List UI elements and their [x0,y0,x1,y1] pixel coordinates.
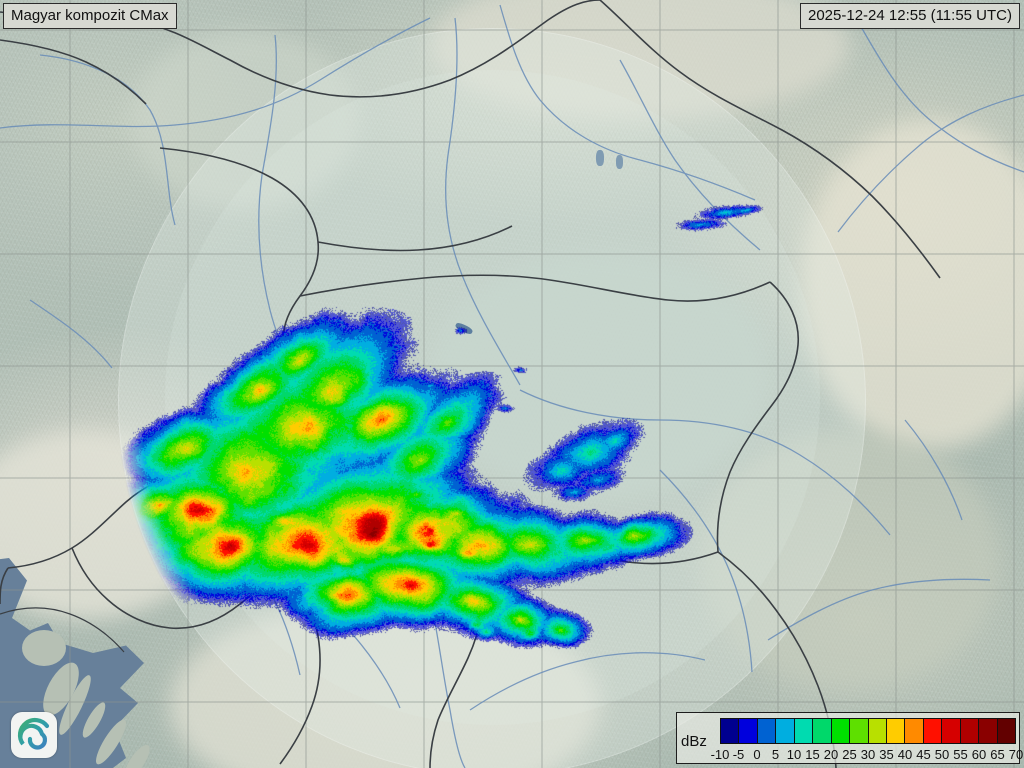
legend-swatch-12 [942,719,961,743]
meteorology-swirl-logo[interactable] [11,712,57,758]
product-title-box: Magyar kompozit CMax [3,3,177,29]
legend-tick-45: 45 [916,747,931,762]
legend-unit-label: dBz [681,733,707,750]
legend-tick-0: 0 [753,747,761,762]
legend-tick-30: 30 [860,747,876,762]
swirl-icon [17,717,50,750]
legend-swatch-8 [868,719,887,743]
legend-swatch-2 [757,719,777,743]
product-title: Magyar kompozit CMax [11,7,169,24]
legend-swatch-5 [813,719,832,743]
legend-tick-50: 50 [934,747,950,762]
legend-tick-10: 10 [786,747,802,762]
legend-tick--10: -10 [710,747,730,762]
legend-swatch-7 [850,719,869,743]
legend-color-ramp [720,718,1016,744]
legend-tick-40: 40 [897,747,913,762]
legend-swatch-6 [831,719,851,743]
legend-tick-15: 15 [805,747,820,762]
legend-tick-60: 60 [971,747,987,762]
legend-tick-70: 70 [1008,747,1024,762]
dbz-color-legend: dBz -10 -5 0 5 10 15 20 25 30 35 40 45 50 55 60 65 70 [676,712,1024,764]
legend-tick-65: 65 [990,747,1005,762]
legend-tick-20: 20 [823,747,839,762]
legend-tick--5: -5 [732,747,745,762]
legend-tick-35: 35 [879,747,894,762]
legend-swatch-10 [905,719,924,743]
legend-tick-labels: -10 -5 0 5 10 15 20 25 30 35 40 45 50 55 60 65 70 [711,745,1024,763]
legend-swatch-1 [739,719,758,743]
legend-swatch-11 [923,719,943,743]
legend-swatch-4 [794,719,814,743]
legend-swatch-9 [886,719,906,743]
timestamp-box: 2025-12-24 12:55 (11:55 UTC) [799,3,1020,29]
legend-tick-5: 5 [771,747,780,762]
timestamp-text: 2025-12-24 12:55 (11:55 UTC) [807,7,1012,24]
legend-swatch-14 [979,719,998,743]
legend-swatch-15 [997,719,1015,743]
legend-swatch-13 [960,719,980,743]
legend-swatch-0 [721,719,740,743]
legend-swatch-3 [776,719,795,743]
legend-tick-25: 25 [842,747,857,762]
legend-tick-55: 55 [953,747,968,762]
